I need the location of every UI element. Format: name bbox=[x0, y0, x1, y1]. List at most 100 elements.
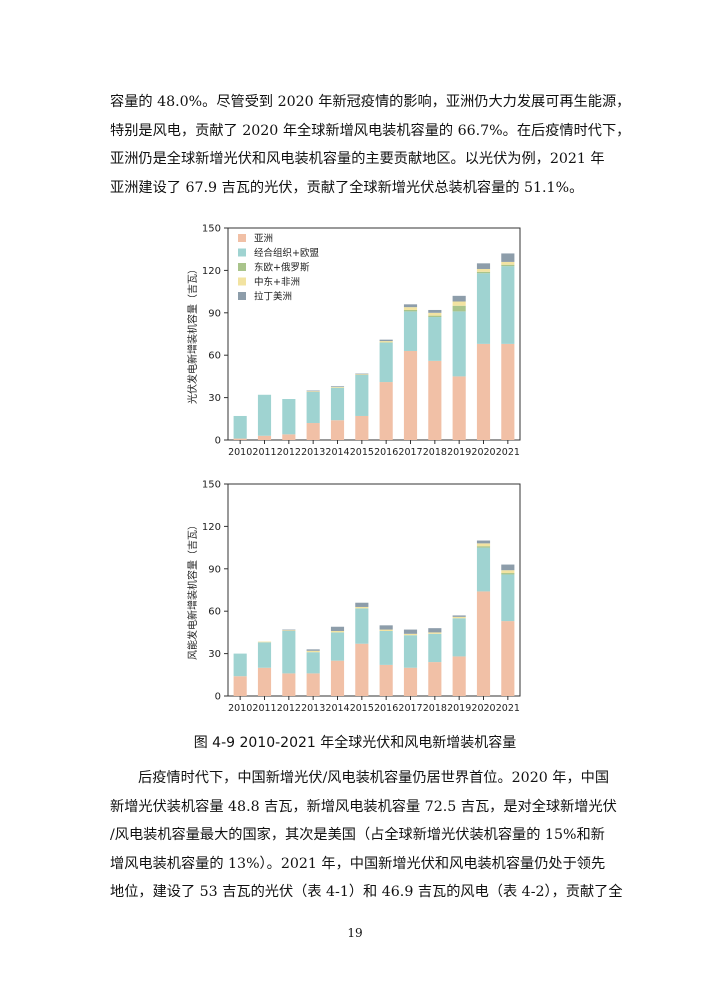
text-line: /风电装机容量最大的国家，其次是美国（占全球新增光伏装机容量的 15%和新 bbox=[110, 827, 605, 844]
bar-segment bbox=[306, 390, 320, 392]
bar-segment bbox=[355, 373, 369, 375]
y-tick-label: 120 bbox=[202, 522, 221, 533]
bar-segment bbox=[233, 415, 247, 439]
text-line: 增风电装机容量的 13%）。2021 年，中国新增光伏和风电装机容量仍处于领先 bbox=[110, 855, 606, 872]
bar-segment bbox=[403, 629, 418, 634]
bar-segment bbox=[379, 342, 393, 383]
plot-frame bbox=[227, 227, 521, 441]
bar-segment bbox=[355, 643, 369, 696]
bar-segment bbox=[330, 660, 345, 696]
bar-segment bbox=[501, 564, 515, 571]
x-tick-label: 2019 bbox=[447, 447, 471, 458]
x-tick-label: 2018 bbox=[423, 703, 447, 714]
legend-swatch bbox=[238, 234, 246, 242]
bar-segment bbox=[501, 573, 515, 575]
y-tick-label: 90 bbox=[208, 308, 221, 319]
bar-segment bbox=[403, 633, 418, 636]
legend-label: 经合组织+欧盟 bbox=[254, 247, 319, 259]
page-number: 19 bbox=[347, 926, 363, 940]
bar-segment bbox=[233, 676, 247, 696]
bar-segment bbox=[379, 339, 393, 342]
bar-segment bbox=[476, 268, 491, 272]
y-tick-label: 150 bbox=[202, 224, 221, 235]
x-tick-label: 2017 bbox=[398, 703, 422, 714]
bar-segment bbox=[428, 628, 442, 633]
bar-segment bbox=[355, 602, 369, 607]
bar-segment bbox=[476, 591, 491, 696]
bar-segment bbox=[452, 618, 466, 657]
figure-caption: 图 4-9 2010-2021 年全球光伏和风电新增装机容量 bbox=[193, 735, 517, 751]
bar-segment bbox=[355, 606, 369, 609]
bar-segment bbox=[257, 435, 272, 440]
bar-segment bbox=[428, 309, 442, 313]
bar-segment bbox=[403, 309, 418, 312]
bar-segment bbox=[355, 415, 369, 440]
bar-segment bbox=[257, 641, 272, 643]
bar-segment bbox=[452, 376, 466, 440]
bar-segment bbox=[233, 438, 247, 440]
bar-segment bbox=[330, 386, 345, 387]
x-tick-label: 2011 bbox=[252, 447, 276, 458]
x-tick-label: 2016 bbox=[374, 703, 398, 714]
y-tick-label: 30 bbox=[208, 393, 221, 404]
plot-frame bbox=[227, 483, 521, 697]
bar-segment bbox=[476, 343, 491, 440]
bar-segment bbox=[501, 574, 515, 622]
paragraph-top: 容量的 48.0%。尽管受到 2020 年新冠疫情的影响，亚洲仍大力发展可再生能… bbox=[110, 88, 631, 202]
bar-segment bbox=[330, 387, 345, 388]
bar-segment bbox=[428, 315, 442, 318]
bar-segment bbox=[306, 650, 320, 653]
bar-segment bbox=[452, 295, 466, 302]
bar-segment bbox=[379, 382, 393, 440]
y-tick-label: 90 bbox=[208, 564, 221, 575]
legend-swatch bbox=[238, 277, 246, 286]
bar-segment bbox=[403, 350, 418, 440]
x-tick-label: 2019 bbox=[447, 703, 471, 714]
bar-segment bbox=[501, 343, 515, 440]
bar-segment bbox=[355, 374, 369, 416]
bar-segment bbox=[306, 423, 320, 440]
bar-segment bbox=[379, 630, 393, 665]
bar-segment bbox=[403, 667, 418, 696]
bar-segment bbox=[282, 630, 296, 631]
bar-segment bbox=[476, 546, 491, 548]
text-line: 容量的 48.0%。尽管受到 2020 年新冠疫情的影响，亚洲仍大力发展可再生能… bbox=[110, 94, 631, 110]
text-line: 后疫情时代下，中国新增光伏/风电装机容量仍居世界首位。2020 年，中国 bbox=[138, 770, 610, 786]
y-axis-label: 光伏发电新增装机容量（吉瓦） bbox=[186, 264, 199, 404]
bar-segment bbox=[282, 629, 296, 631]
bar-segment bbox=[428, 662, 442, 696]
bar-segment bbox=[501, 621, 515, 696]
bar-segment bbox=[379, 625, 393, 630]
x-tick-label: 2018 bbox=[423, 447, 447, 458]
bar-segment bbox=[452, 615, 466, 617]
bar-segment bbox=[428, 312, 442, 316]
bar-segment bbox=[379, 341, 393, 343]
x-tick-label: 2017 bbox=[398, 447, 422, 458]
bar-segment bbox=[233, 653, 247, 677]
bar-segment bbox=[257, 642, 272, 668]
bar-segment bbox=[476, 263, 491, 269]
bar-segment bbox=[379, 629, 393, 631]
bar-segment bbox=[501, 570, 515, 574]
x-tick-label: 2021 bbox=[496, 447, 520, 458]
bar-segment bbox=[282, 399, 296, 435]
legend-swatch bbox=[238, 263, 246, 271]
x-tick-label: 2013 bbox=[301, 703, 325, 714]
bar-segment bbox=[330, 387, 345, 421]
bar-segment bbox=[355, 608, 369, 644]
y-tick-label: 30 bbox=[208, 649, 221, 660]
bar-segment bbox=[282, 630, 296, 674]
bar-segment bbox=[257, 394, 272, 436]
bar-segment bbox=[306, 391, 320, 424]
bar-segment bbox=[379, 664, 393, 696]
bar-segment bbox=[403, 311, 418, 351]
y-tick-label: 60 bbox=[208, 607, 221, 618]
bar-segment bbox=[476, 271, 491, 274]
bar-segment bbox=[452, 656, 466, 696]
x-tick-label: 2012 bbox=[277, 703, 301, 714]
x-tick-label: 2016 bbox=[374, 447, 398, 458]
bar-segment bbox=[306, 673, 320, 696]
bar-segment bbox=[257, 667, 272, 696]
bar-segment bbox=[330, 626, 345, 631]
